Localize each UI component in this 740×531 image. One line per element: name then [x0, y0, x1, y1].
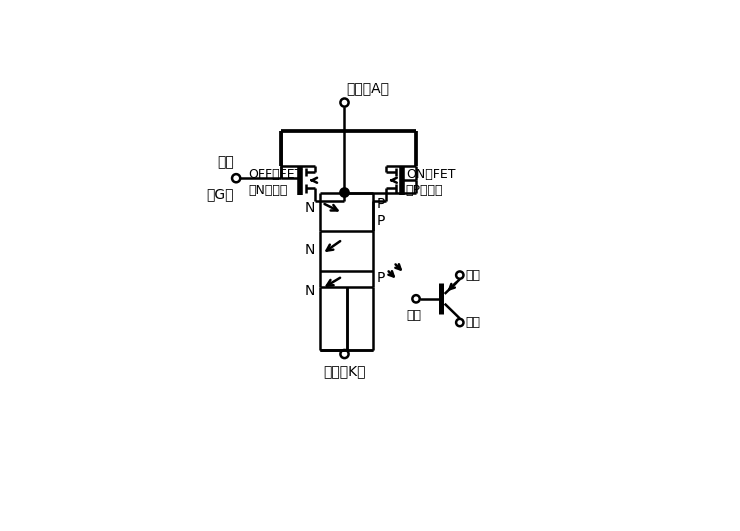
Text: N: N	[305, 243, 315, 257]
Text: （G）: （G）	[206, 187, 234, 201]
Text: 阴极: 阴极	[465, 316, 480, 329]
Text: 阴极（K）: 阴极（K）	[323, 364, 366, 378]
Text: N: N	[305, 284, 315, 298]
Text: （P沟道）: （P沟道）	[406, 184, 443, 197]
Text: （N沟道）: （N沟道）	[249, 184, 288, 197]
Text: P: P	[377, 214, 385, 228]
Text: 门极: 门极	[218, 155, 234, 169]
Text: 阳极: 阳极	[465, 269, 480, 281]
Text: N: N	[305, 201, 315, 215]
Text: 门极: 门极	[406, 309, 422, 322]
Text: OFF－FET: OFF－FET	[249, 168, 303, 181]
Circle shape	[340, 189, 349, 196]
Text: ON－FET: ON－FET	[406, 168, 455, 181]
Text: P: P	[377, 198, 385, 211]
Text: 阳极（A）: 阳极（A）	[346, 81, 389, 95]
Text: P: P	[377, 271, 385, 285]
